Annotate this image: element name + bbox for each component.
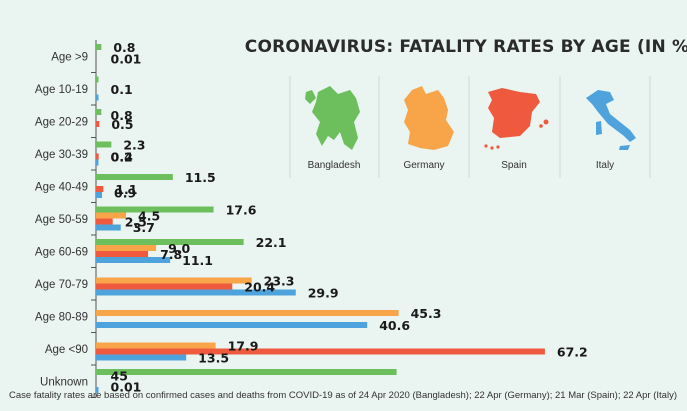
data-label: 0.2 bbox=[111, 150, 133, 165]
data-label: 2.5 bbox=[125, 215, 147, 230]
data-label: 29.9 bbox=[308, 286, 339, 301]
bar-italy bbox=[96, 354, 187, 361]
legend-label-bangladesh: Bangladesh bbox=[308, 160, 361, 171]
data-label: 13.5 bbox=[198, 351, 229, 366]
bar-bangladesh bbox=[96, 206, 214, 213]
bar-germany bbox=[96, 310, 399, 316]
bar-spain bbox=[96, 153, 99, 160]
data-label: 17.9 bbox=[228, 339, 259, 354]
bar-spain bbox=[96, 348, 545, 355]
data-label: 45 bbox=[111, 369, 128, 384]
bar-germany bbox=[96, 342, 216, 349]
chart-title: CORONAVIRUS: FATALITY RATES BY AGE (IN %… bbox=[245, 37, 687, 57]
bar-bangladesh bbox=[96, 239, 244, 245]
data-label: 11.5 bbox=[185, 170, 216, 185]
bar-spain bbox=[96, 218, 113, 225]
data-label: 0.1 bbox=[111, 82, 133, 97]
bar-italy bbox=[96, 322, 368, 328]
legend: Bangladesh Germany Spain I bbox=[289, 76, 651, 178]
data-label: 0.9 bbox=[114, 186, 136, 201]
bar-germany bbox=[96, 212, 127, 219]
bar-bangladesh bbox=[96, 141, 112, 148]
legend-label-germany: Germany bbox=[403, 160, 444, 171]
bar-italy bbox=[96, 159, 99, 166]
bar-italy bbox=[96, 387, 99, 393]
category-label: Age >9 bbox=[51, 51, 88, 63]
bar-bangladesh bbox=[96, 369, 397, 375]
bar-italy bbox=[96, 289, 296, 296]
category-label: Age 50-59 bbox=[35, 214, 88, 226]
data-label: 20.4 bbox=[244, 280, 275, 295]
bar-italy bbox=[96, 94, 99, 101]
data-label: 2.3 bbox=[123, 138, 145, 153]
bar-spain bbox=[96, 121, 100, 127]
data-label: 45.3 bbox=[411, 306, 442, 321]
data-label: 9.0 bbox=[168, 241, 190, 256]
category-label: Age 20-29 bbox=[35, 116, 88, 128]
footnote: Case fatality rates are based on confirm… bbox=[9, 390, 677, 401]
data-label: 40.6 bbox=[379, 318, 410, 333]
data-label: 0.4 bbox=[111, 150, 133, 165]
legend-label-spain: Spain bbox=[501, 160, 527, 171]
data-label: 0.8 bbox=[111, 108, 133, 123]
data-label: 0.01 bbox=[111, 51, 142, 66]
data-label: 4.5 bbox=[138, 209, 160, 224]
category-label: Age 60-69 bbox=[35, 246, 88, 258]
category-label: Age 70-79 bbox=[35, 279, 88, 291]
bar-bangladesh bbox=[96, 44, 102, 50]
data-label: 0.01 bbox=[111, 379, 142, 394]
data-label: 11.1 bbox=[182, 253, 213, 268]
legend-label-italy: Italy bbox=[596, 160, 614, 171]
category-label: Age 80-89 bbox=[35, 311, 88, 323]
category-label: Age <90 bbox=[45, 344, 88, 356]
data-label: 1.1 bbox=[115, 182, 137, 197]
bar-bangladesh bbox=[96, 76, 99, 83]
category-label: Age 10-19 bbox=[35, 84, 88, 96]
category-label: Age 30-39 bbox=[35, 149, 88, 161]
bar-bangladesh bbox=[96, 174, 173, 180]
spain-map-icon bbox=[484, 88, 549, 150]
category-label: Unknown bbox=[40, 376, 88, 388]
data-label: 17.6 bbox=[226, 203, 257, 218]
data-label: 0.5 bbox=[111, 117, 133, 132]
bar-bangladesh bbox=[96, 109, 102, 115]
data-label: 67.2 bbox=[557, 345, 588, 360]
bar-spain bbox=[96, 251, 149, 257]
data-label: 7.8 bbox=[160, 247, 182, 262]
data-label: 22.1 bbox=[256, 235, 287, 250]
data-label: 23.3 bbox=[264, 274, 295, 289]
bangladesh-map-icon bbox=[305, 86, 360, 150]
data-label: 3.7 bbox=[133, 220, 155, 235]
bar-italy bbox=[96, 192, 103, 198]
category-label: Age 40-49 bbox=[35, 181, 88, 193]
italy-map-icon bbox=[586, 90, 636, 150]
data-label: 0.8 bbox=[113, 40, 135, 55]
bar-spain bbox=[96, 186, 104, 192]
bar-germany bbox=[96, 277, 252, 284]
bar-italy bbox=[96, 224, 121, 231]
plot-area: Age >9 Age 10-19 Age 20-29 Age 30-39 Age 40-… bbox=[35, 40, 588, 398]
germany-map-icon bbox=[404, 86, 454, 150]
bar-germany bbox=[96, 245, 157, 251]
bar-italy bbox=[96, 257, 171, 263]
bar-spain bbox=[96, 283, 233, 290]
